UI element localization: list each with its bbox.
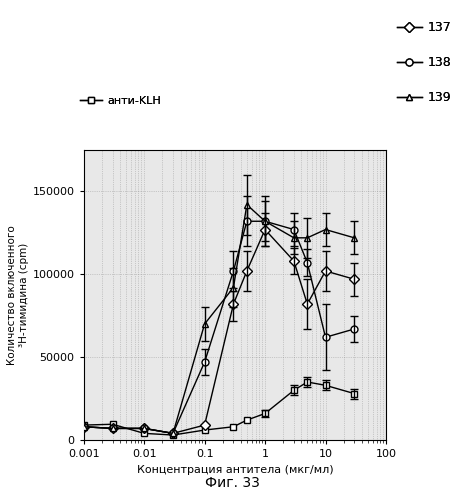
139 (291, 235, 297, 241)
139 (323, 226, 328, 232)
138 (231, 268, 236, 274)
138 (262, 218, 268, 224)
137 (231, 301, 236, 307)
анти-KLH (110, 422, 115, 428)
Legend: 138: 138 (397, 56, 452, 70)
139 (262, 218, 268, 224)
138 (110, 426, 115, 432)
139 (141, 426, 147, 432)
139 (202, 321, 207, 327)
137 (305, 301, 310, 307)
139 (170, 430, 176, 436)
138 (170, 430, 176, 436)
анти-KLH (170, 432, 176, 438)
анти-KLH (202, 427, 207, 433)
139 (110, 426, 115, 432)
139 (81, 424, 86, 430)
X-axis label: Концентрация антитела (мкг/мл): Концентрация антитела (мкг/мл) (137, 464, 333, 474)
138 (291, 226, 297, 232)
137 (110, 426, 115, 432)
137 (352, 276, 357, 282)
137 (262, 226, 268, 232)
139 (305, 235, 310, 241)
Legend: 139: 139 (397, 91, 452, 104)
Legend: анти-KLH: анти-KLH (80, 96, 161, 106)
Line: 137: 137 (80, 226, 358, 437)
анти-KLH (291, 388, 297, 394)
анти-KLH (141, 430, 147, 436)
137 (170, 430, 176, 436)
138 (352, 326, 357, 332)
137 (81, 424, 86, 430)
138 (141, 426, 147, 432)
139 (244, 202, 250, 207)
137 (202, 422, 207, 428)
анти-KLH (231, 424, 236, 430)
Line: 139: 139 (80, 201, 358, 437)
анти-KLH (262, 410, 268, 416)
137 (291, 258, 297, 264)
анти-KLH (305, 379, 310, 385)
139 (231, 284, 236, 290)
138 (244, 218, 250, 224)
137 (141, 426, 147, 432)
137 (244, 268, 250, 274)
137 (323, 268, 328, 274)
138 (323, 334, 328, 340)
анти-KLH (352, 390, 357, 396)
Text: Фиг. 33: Фиг. 33 (205, 476, 260, 490)
139 (352, 235, 357, 241)
анти-KLH (81, 422, 86, 428)
138 (81, 424, 86, 430)
138 (305, 260, 310, 266)
анти-KLH (244, 417, 250, 423)
Line: 138: 138 (80, 218, 358, 437)
анти-KLH (323, 382, 328, 388)
138 (202, 359, 207, 365)
Legend: 137: 137 (397, 21, 452, 34)
Line: анти-KLH: анти-KLH (80, 378, 358, 438)
Y-axis label: Количество включенного
³H-тимидина (cpm): Количество включенного ³H-тимидина (cpm) (7, 225, 28, 365)
